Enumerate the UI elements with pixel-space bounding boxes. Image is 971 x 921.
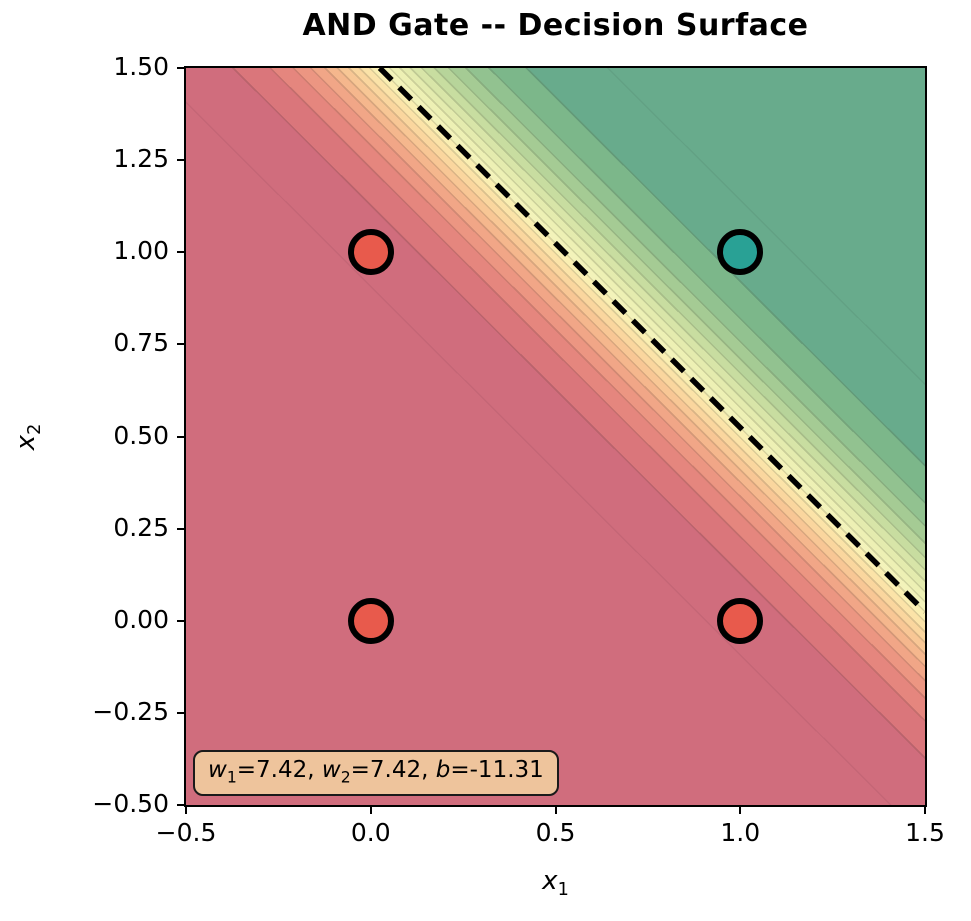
axis-var: x — [542, 866, 558, 896]
x-axis-label: x1 — [186, 866, 925, 900]
y-tick-label: 1.25 — [113, 144, 169, 174]
axis-var: x — [10, 434, 41, 451]
x-tick-mark — [739, 805, 742, 814]
x-tick-mark — [185, 805, 187, 814]
y-tick-label: 1.00 — [113, 236, 169, 266]
x-tick-label: 0.0 — [350, 818, 391, 847]
x-tick-label: 1.5 — [905, 818, 945, 847]
y-tick-label: 0.75 — [113, 328, 169, 358]
annotation-segment: =-11.31 — [450, 757, 544, 784]
x-tick-mark — [924, 805, 926, 814]
decision-boundary-line — [377, 68, 925, 614]
y-tick-mark — [177, 343, 186, 346]
annotation-segment: b — [435, 757, 451, 784]
data-point-class-0 — [347, 597, 394, 644]
data-point-class-0 — [347, 229, 394, 276]
axis-sub: 2 — [25, 423, 46, 435]
x-tick-label: −0.5 — [155, 818, 217, 847]
y-tick-label: 0.00 — [113, 604, 169, 634]
y-tick-mark — [177, 251, 186, 254]
annotation-segment: w — [321, 757, 341, 784]
y-axis-label: x2 — [11, 424, 45, 451]
chart-title: AND Gate -- Decision Surface — [302, 8, 809, 43]
y-tick-label: −0.50 — [92, 789, 169, 818]
annotation-segment: 1 — [226, 768, 237, 787]
x-tick-label: 0.5 — [535, 818, 576, 847]
annotation-segment: =7.42, — [236, 757, 322, 784]
annotation-segment: w — [208, 757, 227, 784]
y-tick-mark — [177, 527, 186, 530]
x-tick-mark — [554, 805, 557, 814]
y-tick-mark — [177, 619, 186, 622]
plot-area: w1=7.42, w2=7.42, b=-11.31 — [184, 66, 927, 807]
decision-boundary-svg — [377, 68, 925, 614]
axis-sub: 1 — [557, 880, 569, 901]
x-tick-label: 1.0 — [720, 818, 761, 847]
y-tick-label: 0.25 — [113, 512, 169, 542]
annotation-segment: 2 — [340, 768, 351, 787]
data-point-class-1 — [717, 229, 764, 276]
weights-annotation: w1=7.42, w2=7.42, b=-11.31 — [193, 750, 559, 796]
data-point-class-0 — [717, 597, 764, 644]
y-tick-mark — [177, 67, 186, 69]
y-tick-mark — [177, 711, 186, 714]
x-tick-mark — [369, 805, 372, 814]
y-tick-label: 0.50 — [113, 420, 169, 450]
y-tick-mark — [177, 435, 186, 438]
y-tick-mark — [177, 804, 186, 806]
annotation-segment: =7.42, — [350, 757, 436, 784]
y-tick-label: −0.25 — [92, 696, 169, 726]
y-tick-label: 1.50 — [113, 52, 169, 81]
y-tick-mark — [177, 159, 186, 162]
